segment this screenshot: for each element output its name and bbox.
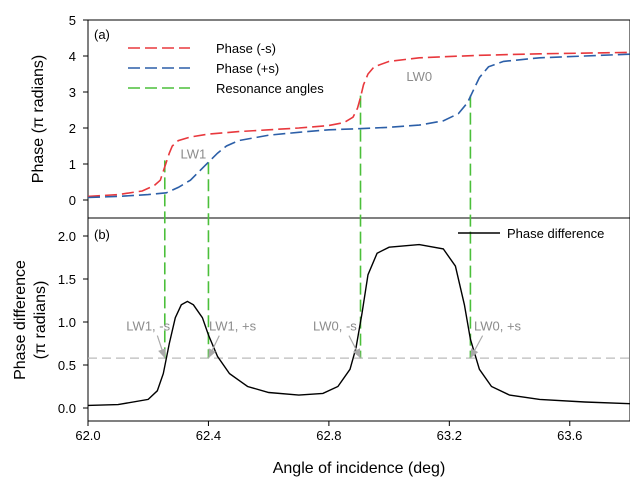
y-tick-label-b-1: 0.5 <box>58 358 76 373</box>
x-tick-label-1: 62.4 <box>196 428 221 443</box>
x-tick-label-3: 63.2 <box>437 428 462 443</box>
y-tick-label-b-2: 1.0 <box>58 315 76 330</box>
y-tick-label-a-2: 2 <box>69 121 76 136</box>
x-axis-label: Angle of incidence (deg) <box>273 460 446 477</box>
panel-b-frame <box>87 217 630 422</box>
series-a-1 <box>88 53 630 199</box>
y-tick-label-b-0: 0.0 <box>58 401 76 416</box>
y-tick-label-a-1: 1 <box>69 157 76 172</box>
annotation-b-0: LW1, -s <box>126 319 170 334</box>
panel-b-label: (b) <box>94 227 110 242</box>
annotation-arrowhead-3 <box>470 348 479 359</box>
y-tick-label-b-3: 1.5 <box>58 272 76 287</box>
series-a-0 <box>88 51 630 198</box>
series-b-0 <box>88 243 630 407</box>
x-tick-label-4: 63.6 <box>557 428 582 443</box>
panel-a-ylabel: Phase (π radians) <box>30 55 47 183</box>
annotation-arrowhead-1 <box>208 348 216 359</box>
annotation-arrowhead-0 <box>158 348 166 359</box>
chart-marks: 0 1 2 3 4 5 0.0 0.5 1.0 1.5 2.0 62.0 62.4 62.8 63.2 63.… <box>58 13 630 443</box>
annotation-b-1: LW1, +s <box>209 319 257 334</box>
y-tick-label-a-3: 3 <box>69 85 76 100</box>
panel-a-label: (a) <box>94 27 110 42</box>
annotation-a-1: LW0 <box>406 69 432 84</box>
y-tick-label-a-0: 0 <box>69 193 76 208</box>
panel-b-series <box>88 243 630 407</box>
legend-a-label-1: Phase (+s) <box>216 61 279 76</box>
annotation-b-3: LW0, +s <box>474 319 522 334</box>
panel-a-series <box>88 51 630 199</box>
panel-b-ylabel-line2: (π radians) <box>32 281 49 360</box>
legend-a-label-2: Resonance angles <box>216 81 324 96</box>
annotation-a-0: LW1 <box>181 147 207 162</box>
y-tick-label-a-5: 5 <box>69 13 76 28</box>
panel-b-ylabel-line1: Phase difference <box>12 260 29 380</box>
legend-b-label-0: Phase difference <box>507 226 604 241</box>
y-tick-label-b-4: 2.0 <box>58 229 76 244</box>
x-tick-label-2: 62.8 <box>316 428 341 443</box>
x-tick-label-0: 62.0 <box>75 428 100 443</box>
annotation-b-2: LW0, -s <box>313 319 357 334</box>
y-tick-label-a-4: 4 <box>69 49 76 64</box>
panel-a-frame <box>87 19 630 219</box>
annotation-arrowhead-2 <box>352 348 361 359</box>
legend-a-label-0: Phase (-s) <box>216 41 276 56</box>
